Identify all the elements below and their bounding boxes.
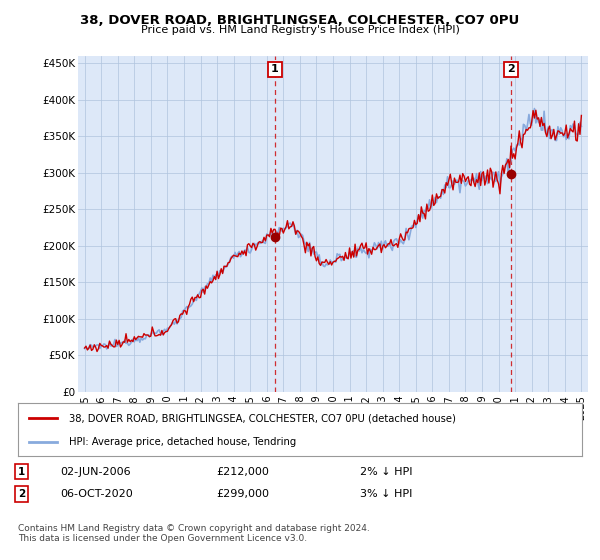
- Text: 2: 2: [507, 64, 515, 74]
- Text: HPI: Average price, detached house, Tendring: HPI: Average price, detached house, Tend…: [69, 436, 296, 446]
- Text: 02-JUN-2006: 02-JUN-2006: [60, 466, 131, 477]
- Text: 1: 1: [18, 466, 25, 477]
- Text: 38, DOVER ROAD, BRIGHTLINGSEA, COLCHESTER, CO7 0PU (detached house): 38, DOVER ROAD, BRIGHTLINGSEA, COLCHESTE…: [69, 413, 455, 423]
- Text: 3% ↓ HPI: 3% ↓ HPI: [360, 489, 412, 499]
- Text: £212,000: £212,000: [216, 466, 269, 477]
- Text: 38, DOVER ROAD, BRIGHTLINGSEA, COLCHESTER, CO7 0PU: 38, DOVER ROAD, BRIGHTLINGSEA, COLCHESTE…: [80, 14, 520, 27]
- Text: Price paid vs. HM Land Registry's House Price Index (HPI): Price paid vs. HM Land Registry's House …: [140, 25, 460, 35]
- Text: £299,000: £299,000: [216, 489, 269, 499]
- Text: 1: 1: [271, 64, 279, 74]
- Text: 06-OCT-2020: 06-OCT-2020: [60, 489, 133, 499]
- Text: 2% ↓ HPI: 2% ↓ HPI: [360, 466, 413, 477]
- Text: 2: 2: [18, 489, 25, 499]
- Text: Contains HM Land Registry data © Crown copyright and database right 2024.
This d: Contains HM Land Registry data © Crown c…: [18, 524, 370, 543]
